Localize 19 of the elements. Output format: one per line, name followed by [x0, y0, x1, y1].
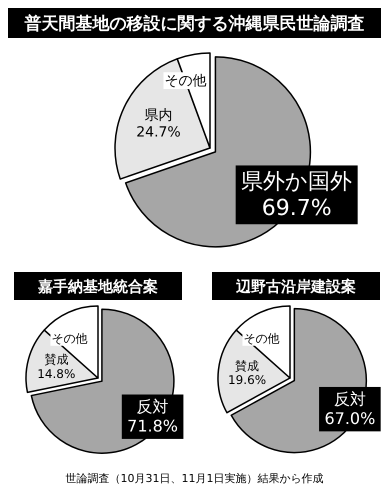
data-label: 24.7%	[136, 124, 181, 140]
slice-label: その他	[52, 331, 88, 346]
chart-title: 嘉手納基地統合案	[38, 277, 158, 296]
slice-label: その他	[244, 331, 280, 346]
slice-label: 賛成	[44, 352, 68, 366]
slice-label: その他	[164, 73, 206, 90]
slice-label: 県外か国外	[241, 170, 352, 195]
slice-label: 県内	[144, 108, 172, 124]
data-label: 67.0%	[324, 408, 376, 428]
data-label: 14.8%	[37, 366, 76, 381]
data-label: 71.8%	[127, 416, 178, 436]
slice-label: 反対	[334, 390, 366, 409]
data-label: 69.7%	[262, 196, 332, 222]
text: 世論調査（10月31日、11月1日実施）結果から作成	[66, 472, 324, 485]
chart-title: 辺野古沿岸建設案	[235, 277, 356, 296]
slice-label: 反対	[136, 397, 169, 416]
data-label: 19.6%	[228, 373, 266, 388]
slice-label: 賛成	[235, 358, 260, 373]
chart-title: 普天間基地の移設に関する沖縄県民世論調査	[24, 13, 364, 34]
